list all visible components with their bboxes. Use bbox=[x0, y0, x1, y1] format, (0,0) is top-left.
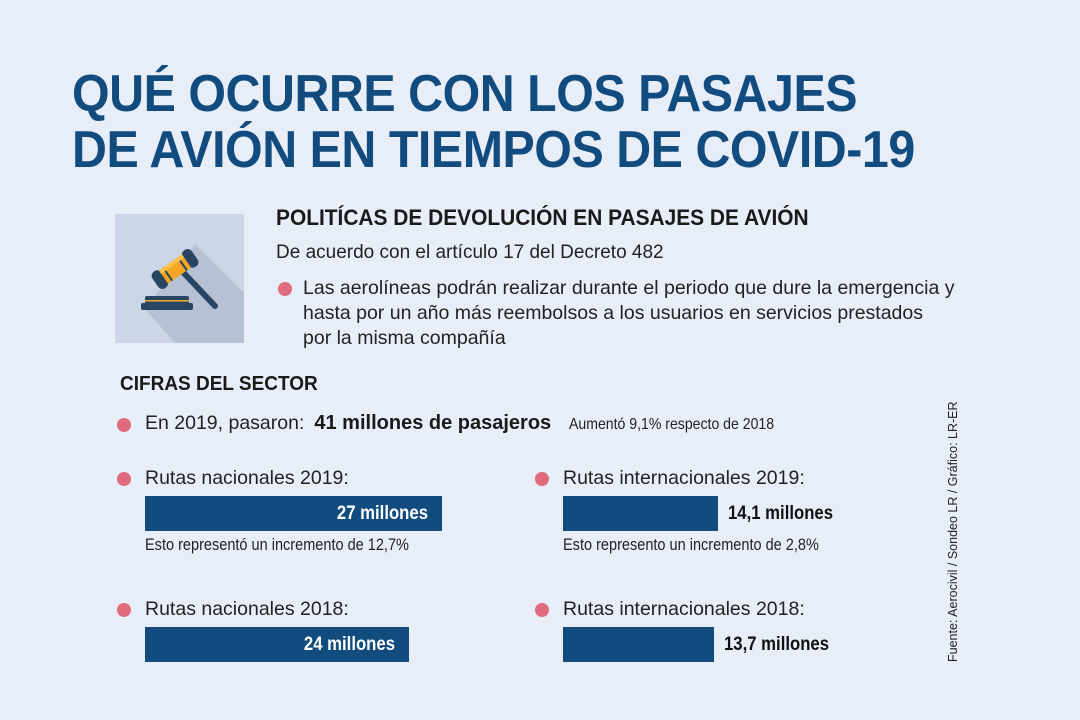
bar-international-2019 bbox=[563, 496, 719, 531]
title-line-2: DE AVIÓN EN TIEMPOS DE COVID-19 bbox=[72, 121, 915, 179]
stat-national-2019: Rutas nacionales 2019: 27 millones Esto … bbox=[117, 467, 602, 555]
gavel-icon-tile bbox=[115, 214, 244, 343]
passengers-value: 41 millones de pasajeros bbox=[314, 412, 552, 434]
bar-description: Esto represento un incremento de 2,8% bbox=[563, 536, 819, 554]
bar-value-label: 13,7 millones bbox=[723, 634, 829, 655]
bar-description: Esto representó un incremento de 12,7% bbox=[145, 536, 409, 554]
stat-international-2018: Rutas internacionales 2018: 13,7 millone… bbox=[535, 598, 874, 662]
policy-heading: POLITÍCAS DE DEVOLUCIÓN EN PASAJES DE AV… bbox=[276, 205, 809, 230]
bullet-dot-icon bbox=[117, 471, 131, 486]
passengers-2019-row: En 2019, pasaron: 41 millones de pasajer… bbox=[117, 412, 802, 435]
bar-national-2018 bbox=[145, 627, 409, 662]
page-title: QUÉ OCURRE CON LOS PASAJES DE AVIÓN EN T… bbox=[72, 66, 915, 178]
stat-international-2019: Rutas internacionales 2019: 14,1 millone… bbox=[535, 467, 878, 555]
bullet-dot-icon bbox=[117, 602, 131, 617]
bar-category-label: Rutas internacionales 2018: bbox=[563, 598, 805, 620]
bar-category-label: Rutas internacionales 2019: bbox=[563, 467, 805, 489]
sector-heading: CIFRAS DEL SECTOR bbox=[120, 373, 318, 395]
gavel-icon bbox=[141, 244, 244, 343]
bar-category-label: Rutas nacionales 2018: bbox=[145, 598, 349, 620]
stat-national-2018: Rutas nacionales 2018: 24 millones bbox=[117, 598, 569, 662]
passengers-note: Aumentó 9,1% respecto de 2018 bbox=[569, 416, 775, 433]
bullet-dot-icon bbox=[117, 417, 131, 432]
source-credit: Fuente: Aerocivil / Sondeo LR / Gráfico:… bbox=[946, 401, 960, 662]
bar-category-label: Rutas nacionales 2019: bbox=[145, 467, 349, 489]
bar-national-2019 bbox=[145, 496, 442, 531]
bar-international-2018 bbox=[563, 627, 714, 662]
policy-bullet: Las aerolíneas podrán realizar durante e… bbox=[276, 276, 956, 351]
bullet-dot-icon bbox=[278, 282, 292, 296]
passengers-lead: En 2019, pasaron: bbox=[145, 412, 305, 434]
bar-value-label: 14,1 millones bbox=[728, 503, 834, 524]
bar-value-label: 24 millones bbox=[303, 634, 395, 655]
policy-bullet-text: Las aerolíneas podrán realizar durante e… bbox=[303, 277, 955, 349]
bullet-dot-icon bbox=[535, 602, 549, 617]
bullet-dot-icon bbox=[535, 471, 549, 486]
title-line-1: QUÉ OCURRE CON LOS PASAJES bbox=[72, 65, 858, 123]
policy-subheading: De acuerdo con el artículo 17 del Decret… bbox=[276, 242, 664, 263]
bar-value-label: 27 millones bbox=[336, 503, 428, 524]
